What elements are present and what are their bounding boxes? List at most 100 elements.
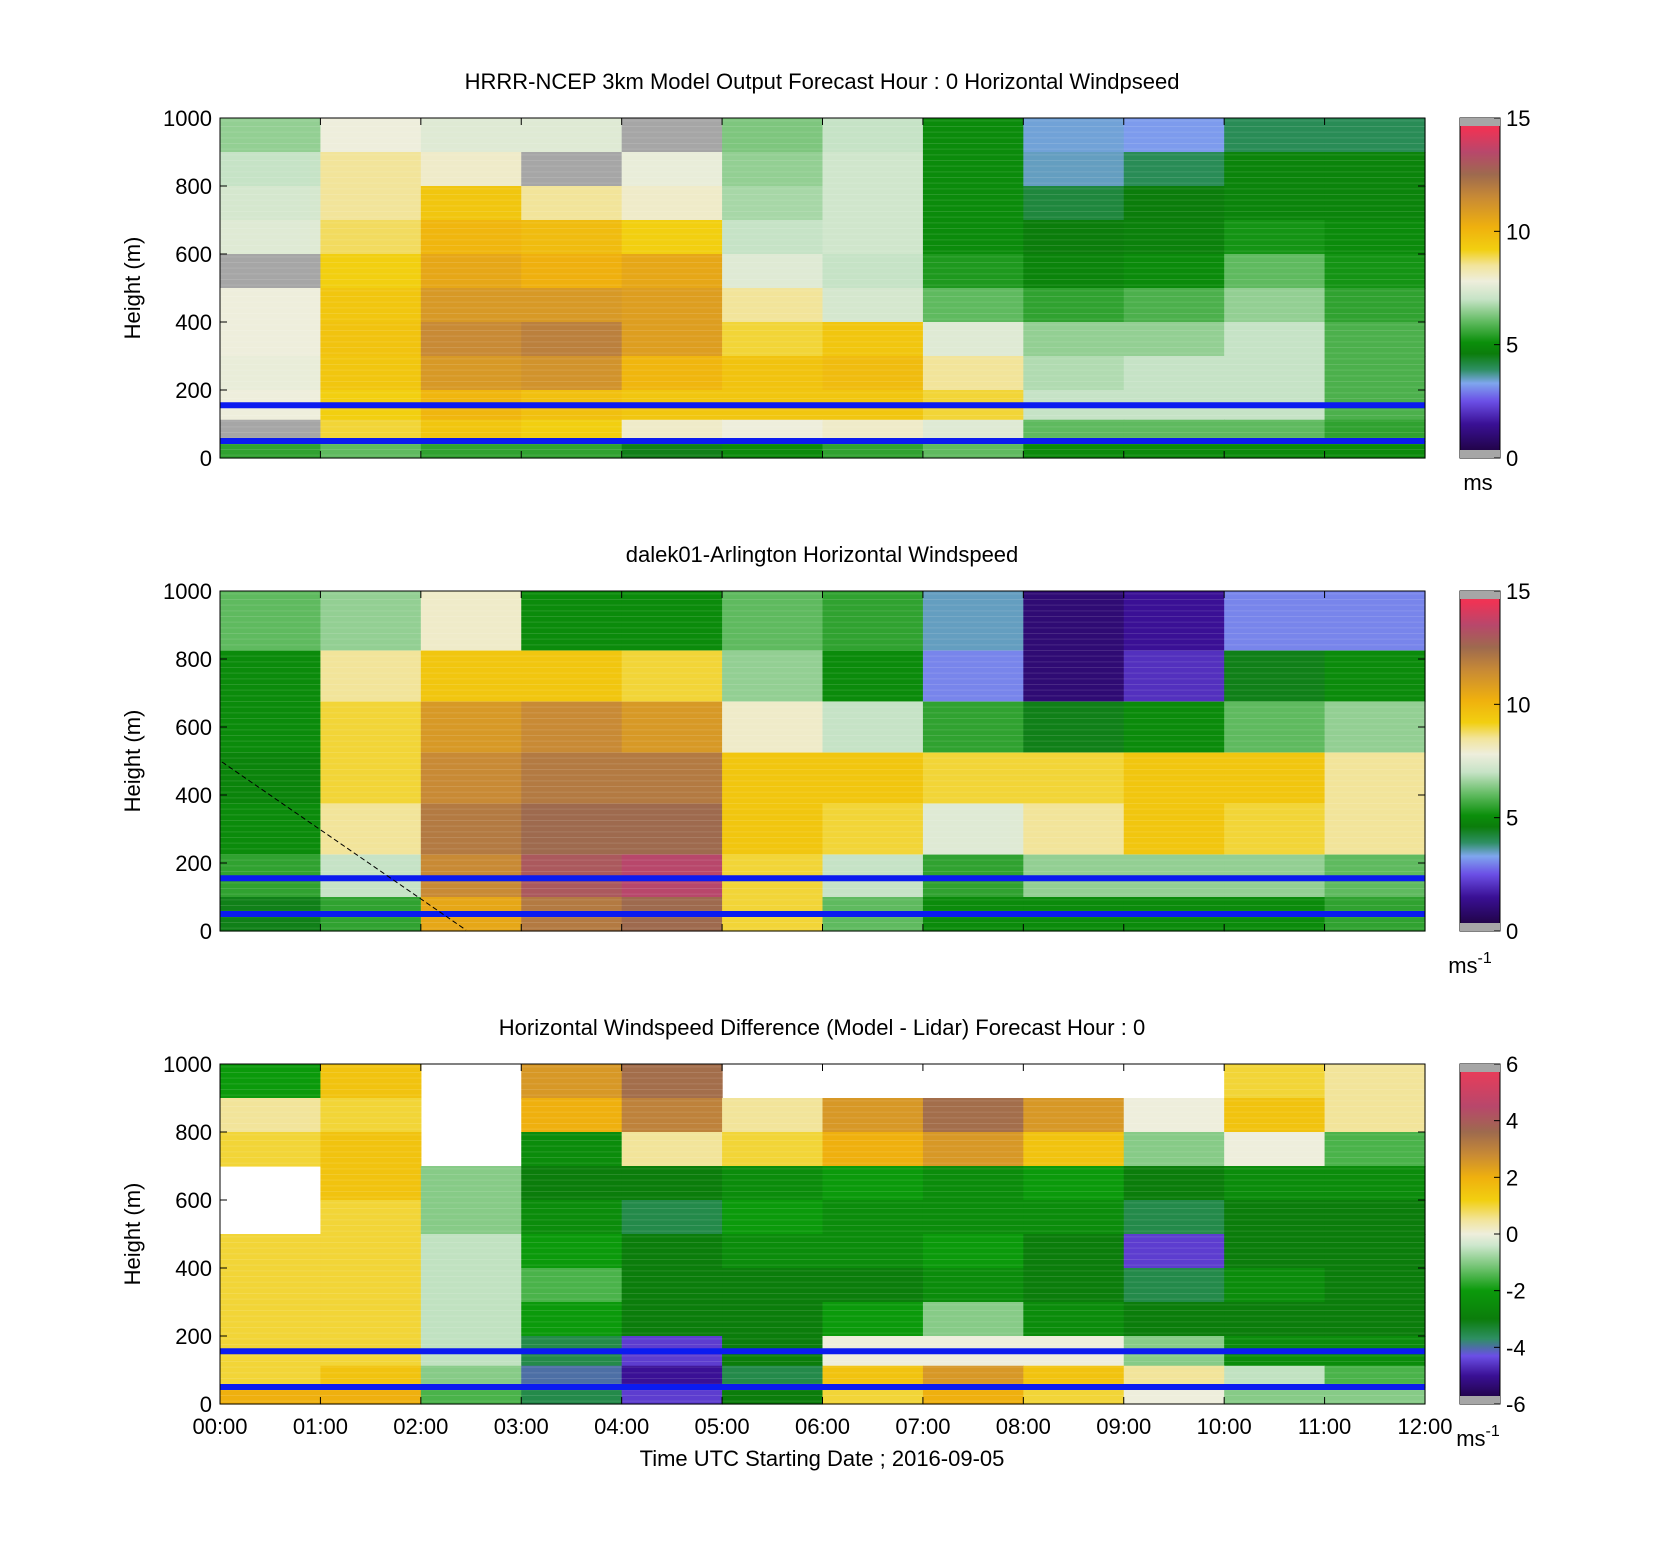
heatmap-cell <box>1224 419 1326 442</box>
heatmap-cell <box>922 752 1024 805</box>
y-tick-label: 200 <box>175 1324 212 1349</box>
heatmap-cell <box>1324 441 1426 459</box>
heatmap-cell <box>922 1200 1024 1235</box>
heatmap-cell <box>621 752 723 805</box>
heatmap-cell <box>722 254 824 289</box>
heatmap-cell <box>1023 118 1125 153</box>
heatmap-cell <box>1023 186 1125 221</box>
y-tick-label: 0 <box>200 919 212 944</box>
heatmap-cell <box>621 1200 723 1235</box>
heatmap-cell <box>1324 322 1426 357</box>
heatmap-cell <box>1123 118 1225 153</box>
heatmap-cell <box>521 1302 623 1337</box>
heatmap-cell <box>722 1132 824 1167</box>
heatmap-cell <box>420 1387 522 1405</box>
heatmap-cell <box>922 591 1024 652</box>
heatmap-cell <box>220 1064 322 1099</box>
heatmap-cell <box>320 356 422 391</box>
heatmap-cell <box>1224 591 1326 652</box>
heatmap-cell <box>722 288 824 323</box>
heatmap-cell <box>1123 322 1225 357</box>
panel-diff-heatmap <box>220 1064 1426 1405</box>
x-tick-label: 02:00 <box>393 1414 448 1439</box>
heatmap-cell <box>521 1132 623 1167</box>
heatmap-cell <box>1023 752 1125 805</box>
heatmap-cell <box>1224 1302 1326 1337</box>
heatmap-cell <box>1123 220 1225 255</box>
heatmap-cell <box>420 288 522 323</box>
heatmap-cell <box>220 650 322 703</box>
heatmap-cell <box>420 1166 522 1201</box>
heatmap-cell <box>922 441 1024 459</box>
panel-diff-title: Horizontal Windspeed Difference (Model -… <box>499 1015 1145 1040</box>
heatmap-cell <box>621 322 723 357</box>
heatmap-cell <box>1023 1365 1125 1388</box>
heatmap-cell <box>621 591 723 652</box>
heatmap-cell <box>1023 1302 1125 1337</box>
colorbar-end-bottom <box>1460 450 1500 458</box>
heatmap-cell <box>621 650 723 703</box>
heatmap-cell <box>521 186 623 221</box>
heatmap-cell <box>1023 288 1125 323</box>
panel-lidar-xticks <box>219 591 1426 931</box>
heatmap-cell <box>521 803 623 856</box>
heatmap-cell <box>621 1365 723 1388</box>
heatmap-cell <box>621 220 723 255</box>
colorbar-end-top <box>1460 118 1500 126</box>
heatmap-cell <box>320 419 422 442</box>
panel-lidar-heatmap <box>220 591 1426 932</box>
panel-lidar-colorbar: 0 5 10 15 <box>1459 579 1530 944</box>
heatmap-cell <box>1023 1200 1125 1235</box>
colorbar-tick-label: -6 <box>1506 1392 1526 1417</box>
x-tick-label: 07:00 <box>895 1414 950 1439</box>
heatmap-cell <box>320 186 422 221</box>
heatmap-cell <box>722 1268 824 1303</box>
heatmap-cell <box>420 254 522 289</box>
colorbar-gradient <box>1459 117 1501 459</box>
heatmap-cell <box>1324 1387 1426 1405</box>
heatmap-cell <box>220 152 322 187</box>
heatmap-cell <box>822 441 924 459</box>
heatmap-cell <box>320 1302 422 1337</box>
heatmap-cell <box>1224 1166 1326 1201</box>
heatmap-cell <box>822 254 924 289</box>
x-tick-label: 08:00 <box>996 1414 1051 1439</box>
heatmap-cell <box>621 419 723 442</box>
heatmap-cell <box>1023 803 1125 856</box>
heatmap-cell <box>1224 701 1326 754</box>
x-tick-label: 01:00 <box>293 1414 348 1439</box>
heatmap-cell <box>722 186 824 221</box>
heatmap-cell <box>1123 419 1225 442</box>
heatmap-cell <box>1023 1098 1125 1133</box>
heatmap-cell <box>1123 752 1225 805</box>
heatmap-cell <box>621 186 723 221</box>
heatmap-cell <box>521 356 623 391</box>
heatmap-cell <box>1224 254 1326 289</box>
heatmap-cell <box>1023 701 1125 754</box>
heatmap-cell <box>621 1234 723 1269</box>
heatmap-cell <box>722 220 824 255</box>
heatmap-cell <box>1324 1268 1426 1303</box>
x-tick-label: 06:00 <box>795 1414 850 1439</box>
heatmap-cell <box>1224 1365 1326 1388</box>
x-tick-label: 03:00 <box>494 1414 549 1439</box>
heatmap-cell <box>420 1268 522 1303</box>
x-tick-labels: 00:00 01:00 02:00 03:00 04:00 05:00 06:00 07:00… <box>192 1414 1452 1439</box>
panel-lidar-yaxis: 0 200 400 600 800 1000 <box>163 579 1425 944</box>
heatmap-cell <box>822 1268 924 1303</box>
heatmap-cell <box>722 356 824 391</box>
heatmap-cell <box>621 118 723 153</box>
heatmap-cell <box>722 419 824 442</box>
heatmap-cell <box>521 152 623 187</box>
heatmap-cell <box>822 591 924 652</box>
heatmap-cell <box>1324 1132 1426 1167</box>
y-tick-label: 200 <box>175 851 212 876</box>
heatmap-cell <box>521 1268 623 1303</box>
heatmap-cell <box>1023 1166 1125 1201</box>
heatmap-cell <box>1023 220 1125 255</box>
heatmap-cell <box>1324 1064 1426 1099</box>
heatmap-cell <box>320 1132 422 1167</box>
heatmap-cell <box>922 356 1024 391</box>
heatmap-cell <box>621 701 723 754</box>
heatmap-cell <box>521 1387 623 1405</box>
